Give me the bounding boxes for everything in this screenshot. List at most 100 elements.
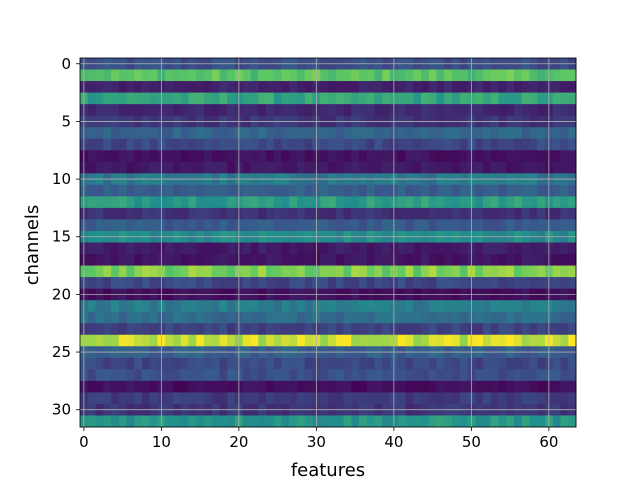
heatmap-cell	[405, 300, 414, 313]
heatmap-cell	[560, 254, 569, 267]
heatmap-cell	[343, 415, 352, 428]
heatmap-cell	[560, 81, 569, 94]
heatmap-cell	[459, 392, 468, 405]
heatmap-cell	[568, 300, 577, 313]
heatmap-cell	[95, 277, 104, 290]
heatmap-cell	[165, 242, 174, 255]
heatmap-cell	[297, 104, 306, 117]
heatmap-cell	[281, 357, 290, 370]
heatmap-cell	[328, 369, 337, 382]
heatmap-cell	[452, 300, 461, 313]
heatmap-cell	[134, 357, 143, 370]
heatmap-cell	[436, 138, 445, 151]
heatmap-cell	[258, 380, 267, 393]
heatmap-cell	[490, 92, 499, 105]
heatmap-cell	[111, 300, 120, 313]
heatmap-cell	[289, 242, 298, 255]
heatmap-cell	[111, 184, 120, 197]
heatmap-cell	[258, 92, 267, 105]
heatmap-cell	[498, 219, 507, 232]
heatmap-cell	[180, 150, 189, 163]
heatmap-cell	[126, 265, 135, 278]
heatmap-cell	[188, 69, 197, 82]
heatmap-cell	[483, 392, 492, 405]
heatmap-cell	[405, 196, 414, 209]
heatmap-cell	[514, 311, 523, 324]
heatmap-cell	[483, 380, 492, 393]
heatmap-cell	[250, 127, 259, 140]
heatmap-cell	[521, 207, 530, 220]
heatmap-cell	[87, 369, 96, 382]
heatmap-cell	[204, 81, 213, 94]
heatmap-cell	[335, 81, 344, 94]
heatmap-cell	[366, 104, 375, 117]
heatmap-cell	[366, 219, 375, 232]
heatmap-cell	[444, 69, 453, 82]
heatmap-cell	[297, 127, 306, 140]
heatmap-cell	[126, 334, 135, 347]
heatmap-cell	[428, 380, 437, 393]
heatmap-cell	[149, 369, 158, 382]
heatmap-cell	[382, 415, 391, 428]
heatmap-cell	[359, 92, 368, 105]
heatmap-cell	[250, 219, 259, 232]
heatmap-cell	[196, 161, 205, 174]
heatmap-cell	[219, 323, 228, 336]
heatmap-cell	[552, 92, 561, 105]
heatmap-cell	[273, 265, 282, 278]
heatmap-cell	[111, 219, 120, 232]
heatmap-cell	[397, 334, 406, 347]
x-tick-label: 0	[79, 433, 89, 451]
heatmap-cell	[118, 254, 127, 267]
heatmap-cell	[483, 207, 492, 220]
heatmap-cell	[328, 104, 337, 117]
heatmap-cell	[506, 104, 515, 117]
heatmap-cell	[421, 161, 430, 174]
heatmap-cell	[273, 357, 282, 370]
heatmap-cell	[552, 127, 561, 140]
y-tick-label: 25	[52, 343, 71, 361]
heatmap-cell	[87, 150, 96, 163]
heatmap-cell	[328, 415, 337, 428]
heatmap-cell	[149, 265, 158, 278]
heatmap-cell	[297, 334, 306, 347]
heatmap-cell	[537, 265, 546, 278]
heatmap-cell	[180, 161, 189, 174]
heatmap-cell	[351, 104, 360, 117]
heatmap-cell	[118, 334, 127, 347]
heatmap-cell	[382, 219, 391, 232]
heatmap-cell	[428, 150, 437, 163]
heatmap-cell	[134, 242, 143, 255]
heatmap-cell	[87, 161, 96, 174]
heatmap-cell	[452, 161, 461, 174]
heatmap-cell	[227, 369, 236, 382]
heatmap-cell	[173, 127, 182, 140]
heatmap-cell	[196, 150, 205, 163]
heatmap-cell	[134, 81, 143, 94]
heatmap-cell	[219, 150, 228, 163]
heatmap-cell	[444, 196, 453, 209]
heatmap-cell	[514, 265, 523, 278]
heatmap-cell	[273, 196, 282, 209]
heatmap-cell	[490, 184, 499, 197]
heatmap-cell	[382, 69, 391, 82]
heatmap-cell	[149, 323, 158, 336]
heatmap-cell	[560, 127, 569, 140]
heatmap-cell	[219, 104, 228, 117]
heatmap-cell	[273, 104, 282, 117]
heatmap-cell	[273, 277, 282, 290]
heatmap-cell	[552, 196, 561, 209]
heatmap-cell	[118, 196, 127, 209]
heatmap-cell	[289, 127, 298, 140]
heatmap-cell	[436, 196, 445, 209]
heatmap-cell	[359, 219, 368, 232]
heatmap-cell	[537, 254, 546, 267]
heatmap-cell	[165, 254, 174, 267]
heatmap-cell	[374, 219, 383, 232]
heatmap-cell	[149, 392, 158, 405]
heatmap-cell	[506, 161, 515, 174]
heatmap-cell	[475, 161, 484, 174]
heatmap-cell	[188, 207, 197, 220]
heatmap-cell	[328, 265, 337, 278]
heatmap-cell	[374, 323, 383, 336]
